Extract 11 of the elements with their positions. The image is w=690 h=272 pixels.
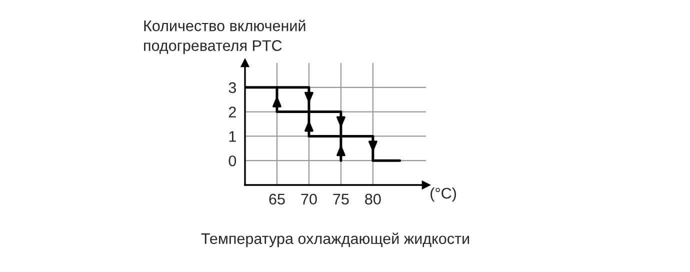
text: (°C) [430,187,456,202]
y-tick-label: 1 [229,131,236,142]
y-tick-label: 3 [228,82,236,94]
y-tick-label: 2 [228,106,236,118]
y-tick-label: 0 [228,155,236,166]
x-tick-label: 80 [365,194,381,205]
y-axis-title: Количество включений подогревателя PTC [144,20,306,54]
x-tick-label: 65 [269,194,285,205]
x-tick-label: 70 [301,194,317,205]
x-axis-title: Температура охлаждающей жидкости [201,232,469,248]
x-tick-label: 75 [333,194,349,205]
